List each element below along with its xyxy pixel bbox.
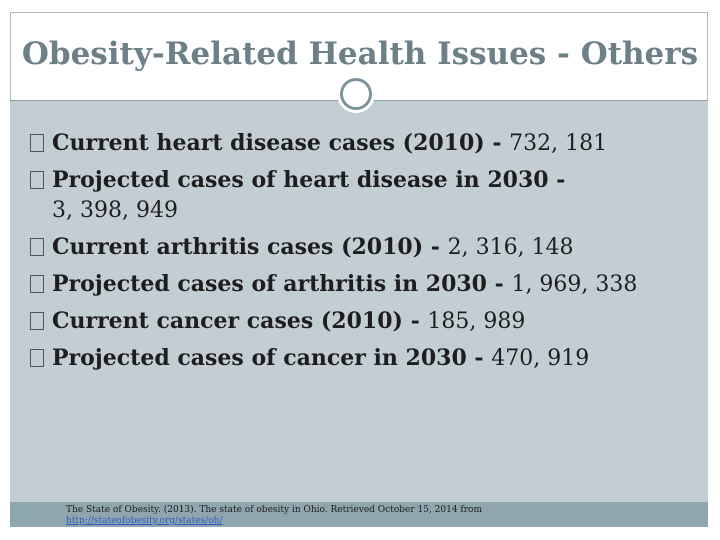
bullet-label: Projected cases of cancer in 2030 - [52, 345, 492, 371]
bullet-label: Projected cases of heart disease in 2030… [52, 167, 566, 193]
footer-bar [10, 502, 708, 527]
bullet-label: Projected cases of arthritis in 2030 - [52, 271, 512, 297]
content-panel [10, 101, 708, 502]
bullet-item: Current arthritis cases (2010) - 2, 316,… [30, 229, 700, 266]
bullet-box-icon [30, 134, 44, 152]
bullet-item: Projected cases of arthritis in 2030 - 1… [30, 266, 700, 303]
bullet-box-icon [30, 312, 44, 330]
bullet-box-icon [30, 349, 44, 367]
citation-text: The State of Obesity. (2013). The state … [66, 505, 483, 515]
bullet-list: Current heart disease cases (2010) - 732… [30, 125, 700, 377]
bullet-label: Current heart disease cases (2010) - [52, 130, 510, 156]
decorative-ring-icon [340, 78, 372, 110]
bullet-item: Projected cases of cancer in 2030 - 470,… [30, 340, 700, 377]
bullet-label: Current cancer cases (2010) - [52, 308, 428, 334]
bullet-value: 185, 989 [427, 309, 526, 334]
bullet-box-icon [30, 171, 44, 189]
bullet-value: 2, 316, 148 [447, 235, 574, 260]
bullet-item: Projected cases of heart disease in 2030… [30, 162, 700, 229]
citation-link[interactable]: http://stateofobesity.org/states/oh/ [66, 516, 223, 526]
bullet-label: Current arthritis cases (2010) - [52, 234, 448, 260]
bullet-item: Current heart disease cases (2010) - 732… [30, 125, 700, 162]
slide-title: Obesity-Related Health Issues - Others [21, 36, 699, 72]
bullet-box-icon [30, 238, 44, 256]
bullet-item: Current cancer cases (2010) - 185, 989 [30, 303, 700, 340]
bullet-box-icon [30, 275, 44, 293]
bullet-value: 1, 969, 338 [511, 272, 638, 297]
bullet-value: 732, 181 [509, 131, 608, 156]
bullet-value: 470, 919 [491, 346, 590, 371]
bullet-value: 3, 398, 949 [52, 198, 178, 223]
